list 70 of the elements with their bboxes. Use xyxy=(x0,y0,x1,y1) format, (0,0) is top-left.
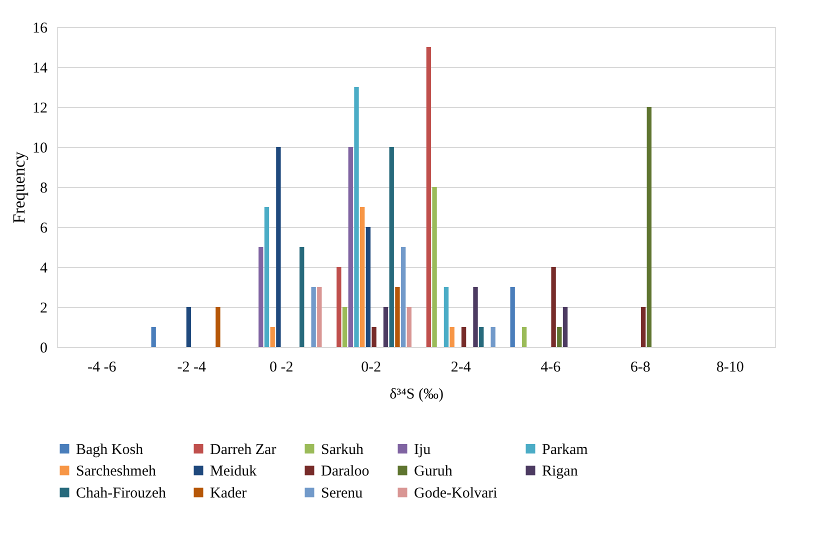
bar xyxy=(400,247,406,347)
bar xyxy=(510,287,515,347)
bar xyxy=(342,307,348,347)
bar xyxy=(354,87,359,347)
bar xyxy=(450,327,454,347)
legend-label: Daraloo xyxy=(321,464,370,480)
bar xyxy=(562,307,568,347)
x-tick-label: 0-2 xyxy=(361,360,382,376)
bar xyxy=(317,287,322,347)
bar xyxy=(336,267,342,347)
y-tick-label: 2 xyxy=(40,300,48,316)
x-tick-label: 4-6 xyxy=(540,360,562,376)
legend-label: Iju xyxy=(414,442,432,458)
legend-label: Kader xyxy=(210,486,247,502)
bar xyxy=(473,287,478,347)
bar xyxy=(395,287,400,347)
bar xyxy=(366,227,371,347)
bar xyxy=(522,327,527,347)
legend-label: Bagh Kosh xyxy=(76,442,144,458)
legend-label: Sarcheshmeh xyxy=(76,464,156,480)
y-tick-label: 10 xyxy=(32,140,48,156)
y-axis-title: Frequency xyxy=(10,151,28,224)
bar xyxy=(258,247,264,347)
x-tick-label: 0 -2 xyxy=(270,360,294,376)
y-tick-label: 8 xyxy=(40,180,48,196)
bar xyxy=(479,327,484,347)
bar xyxy=(557,327,562,347)
legend-label: Parkam xyxy=(542,442,588,458)
bar xyxy=(270,327,275,347)
x-tick-label: 2-4 xyxy=(450,360,472,376)
bar xyxy=(432,187,437,347)
y-tick-label: 0 xyxy=(40,340,48,356)
legend-label: Rigan xyxy=(542,464,578,480)
x-axis-title: δ³⁴S (‰) xyxy=(390,386,444,402)
y-tick-label: 14 xyxy=(32,60,48,76)
bar xyxy=(311,287,316,347)
y-tick-label: 16 xyxy=(32,20,48,36)
legend-label: Chah-Firouzeh xyxy=(76,486,166,502)
bar xyxy=(264,207,270,347)
bar xyxy=(461,327,466,347)
bar xyxy=(640,307,646,347)
bar xyxy=(490,327,496,347)
bar xyxy=(646,107,652,347)
bar xyxy=(406,307,412,347)
legend-label: Gode-Kolvari xyxy=(414,486,498,502)
bar xyxy=(360,207,365,347)
bar xyxy=(372,327,376,347)
x-tick-label: 6-8 xyxy=(630,360,650,376)
y-tick-label: 12 xyxy=(32,100,48,116)
bar xyxy=(348,147,353,347)
bar xyxy=(276,147,281,347)
bar xyxy=(389,147,394,347)
bar xyxy=(300,247,304,347)
bar xyxy=(151,327,156,347)
bar xyxy=(551,267,556,347)
x-tick-label: -2 -4 xyxy=(177,360,206,376)
legend-label: Darreh Zar xyxy=(210,442,276,458)
bar xyxy=(383,307,388,347)
legend-label: Serenu xyxy=(321,486,364,502)
bar xyxy=(186,307,192,347)
legend-label: Guruh xyxy=(414,464,453,480)
bar xyxy=(426,47,432,347)
y-tick-label: 6 xyxy=(40,220,48,236)
legend-label: Sarkuh xyxy=(321,442,364,458)
x-tick-label: 8-10 xyxy=(716,360,744,376)
y-tick-label: 4 xyxy=(40,260,48,276)
bar xyxy=(216,307,220,347)
legend-label: Meiduk xyxy=(210,464,258,480)
bar xyxy=(444,287,449,347)
x-tick-label: -4 -6 xyxy=(88,360,117,376)
